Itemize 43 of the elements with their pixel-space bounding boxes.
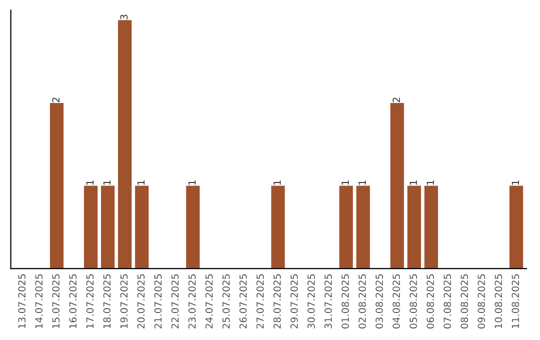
x-tick-label: 13.07.2025 (18, 274, 26, 328)
data-label: 1 (410, 180, 417, 185)
x-tick-label: 10.08.2025 (494, 274, 502, 328)
x-tick-label: 17.07.2025 (86, 274, 94, 328)
x-tick-label: 31.07.2025 (324, 274, 332, 328)
data-label: 1 (188, 180, 196, 185)
x-tick-label: 07.08.2025 (444, 274, 452, 328)
x-tick-label: 08.08.2025 (460, 274, 468, 328)
x-tick-label: 06.08.2025 (426, 274, 434, 328)
x-tick-label: 11.08.2025 (512, 274, 520, 328)
x-tick-label: 23.07.2025 (188, 274, 196, 328)
x-tick-label: 15.07.2025 (52, 274, 60, 328)
x-tick-label: 27.07.2025 (256, 274, 264, 328)
data-label: 1 (137, 180, 145, 185)
x-tick-label: 02.08.2025 (358, 274, 366, 328)
x-tick-label: 30.07.2025 (308, 274, 315, 328)
data-label: 1 (103, 180, 110, 185)
x-tick-label: 24.07.2025 (205, 274, 213, 328)
x-tick-label: 20.07.2025 (137, 274, 145, 328)
x-tick-label: 28.07.2025 (273, 274, 281, 328)
data-label: 1 (358, 180, 366, 185)
x-tick-label: 09.08.2025 (478, 274, 486, 328)
x-tick-label: 05.08.2025 (410, 274, 417, 328)
x-tick-label: 29.07.2025 (290, 274, 298, 328)
data-label: 1 (426, 180, 434, 185)
x-tick-label: 04.08.2025 (392, 274, 400, 328)
data-label: 1 (274, 180, 281, 185)
x-tick-label: 26.07.2025 (239, 274, 247, 328)
x-tick-label: 21.07.2025 (154, 274, 162, 328)
x-tick-label: 14.07.2025 (35, 274, 43, 328)
data-label: 1 (86, 180, 94, 185)
x-tick-label: 18.07.2025 (103, 274, 111, 328)
data-label: 2 (392, 98, 400, 102)
x-tick-label: 25.07.2025 (222, 274, 230, 328)
data-label: 1 (512, 180, 519, 185)
x-tick-label: 16.07.2025 (69, 274, 77, 328)
x-tick-label: 22.07.2025 (171, 274, 179, 328)
x-tick-label: 03.08.2025 (376, 274, 383, 328)
x-tick-label: 19.07.2025 (120, 274, 128, 328)
data-label: 3 (120, 14, 128, 20)
x-tick-label: 01.08.2025 (342, 274, 349, 328)
data-label: 2 (52, 98, 60, 102)
data-label: 1 (342, 180, 349, 185)
